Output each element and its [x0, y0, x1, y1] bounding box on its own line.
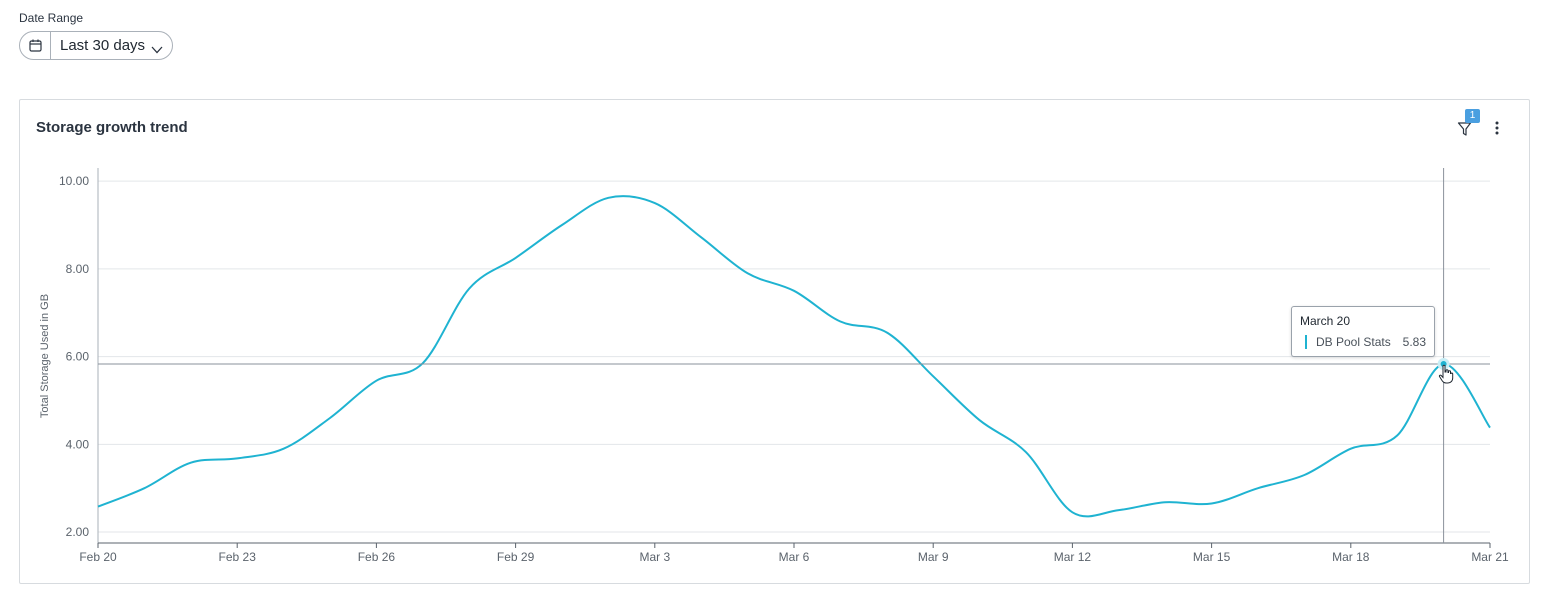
- chart-card: Storage growth trend 1: [19, 99, 1530, 584]
- x-tick-label: Mar 18: [1332, 550, 1370, 564]
- filter-icon: [1457, 122, 1473, 141]
- tooltip-date: March 20: [1300, 314, 1351, 328]
- x-tick-label: Feb 29: [497, 550, 535, 564]
- chart-tooltip: March 20 DB Pool Stats 5.83: [1291, 306, 1435, 357]
- x-tick-label: Mar 9: [918, 550, 949, 564]
- x-tick-label: Mar 12: [1054, 550, 1092, 564]
- filter-button[interactable]: [1457, 119, 1473, 137]
- x-tick-label: Mar 3: [639, 550, 670, 564]
- date-range-label: Date Range: [19, 11, 84, 25]
- date-range-select[interactable]: Last 30 days: [19, 31, 173, 60]
- y-tick-label: 4.00: [66, 437, 90, 451]
- y-tick-label: 6.00: [66, 350, 90, 364]
- y-tick-label: 10.00: [59, 174, 89, 188]
- y-tick-label: 8.00: [66, 262, 90, 276]
- tooltip-series-swatch: [1305, 335, 1307, 349]
- card-title: Storage growth trend: [36, 119, 188, 136]
- y-tick-label: 2.00: [66, 525, 90, 539]
- x-tick-label: Feb 26: [358, 550, 396, 564]
- calendar-icon: [20, 32, 51, 59]
- tooltip-series-name: DB Pool Stats: [1316, 335, 1391, 349]
- series-line-db-pool-stats: [97, 195, 1491, 518]
- x-tick-label: Feb 23: [219, 550, 257, 564]
- tooltip-series-value: 5.83: [1402, 335, 1426, 349]
- y-axis-label: Total Storage Used in GB: [39, 294, 51, 418]
- x-tick-label: Mar 21: [1471, 550, 1509, 564]
- x-tick-label: Feb 20: [79, 550, 117, 564]
- date-range-value: Last 30 days: [60, 37, 146, 54]
- more-vertical-icon: [1491, 121, 1503, 140]
- x-tick-label: Mar 15: [1193, 550, 1231, 564]
- filter-count-badge: 1: [1465, 109, 1480, 123]
- hand-pointer-icon: [1438, 364, 1454, 389]
- chevron-down-icon: [151, 41, 163, 59]
- x-tick-label: Mar 6: [779, 550, 810, 564]
- more-options-button[interactable]: [1491, 120, 1503, 136]
